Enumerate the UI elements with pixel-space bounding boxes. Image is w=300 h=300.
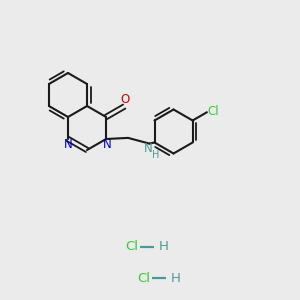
Text: O: O: [121, 93, 130, 106]
Text: H: H: [159, 241, 169, 254]
Text: N: N: [144, 142, 153, 155]
Text: Cl: Cl: [125, 241, 138, 254]
Text: Cl: Cl: [137, 272, 150, 284]
Text: N: N: [103, 139, 112, 152]
Text: H: H: [152, 150, 159, 160]
Text: N: N: [64, 139, 72, 152]
Text: Cl: Cl: [207, 105, 219, 118]
Text: H: H: [171, 272, 181, 284]
